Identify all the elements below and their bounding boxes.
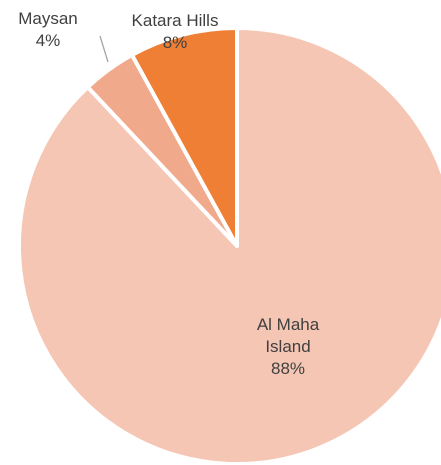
data-label: Katara Hills 8% <box>130 10 220 54</box>
leader-line <box>99 35 109 63</box>
value-label: 4% <box>35 31 61 50</box>
pie-slice <box>129 26 239 248</box>
value-label: 8% <box>162 33 188 52</box>
data-label: Al Maha Island 88% <box>238 314 338 380</box>
data-label: Maysan 4% <box>8 8 88 52</box>
pie-slice <box>17 26 441 465</box>
value-label: 88% <box>270 359 306 378</box>
category-label: Al Maha Island <box>256 315 320 356</box>
category-label: Maysan <box>18 9 78 28</box>
category-label: Katara Hills <box>131 11 219 30</box>
